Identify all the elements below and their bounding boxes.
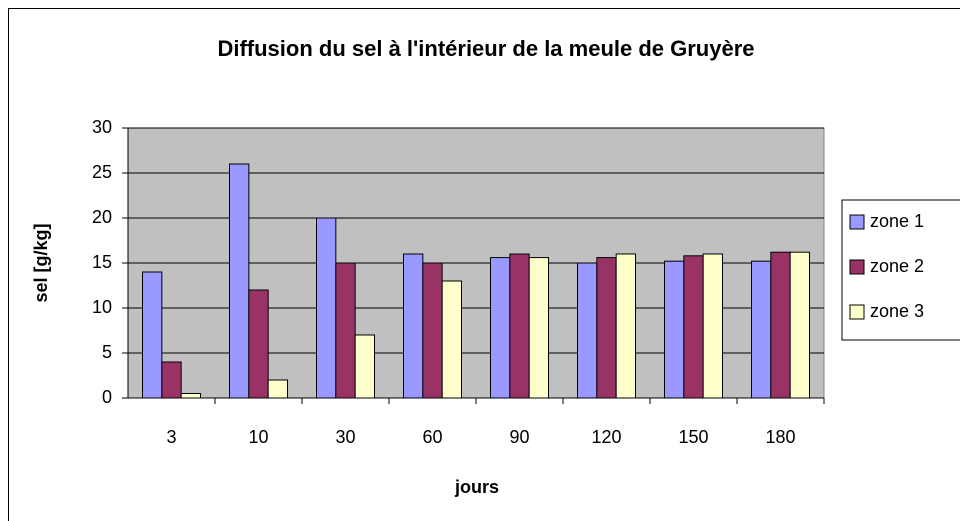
legend-label: zone 2 [870,256,924,276]
x-tick-label: 30 [335,427,355,447]
bar [180,393,202,399]
x-tick-label: 3 [166,427,176,447]
bar [422,262,443,399]
x-tick-label: 180 [765,427,795,447]
x-tick-label: 120 [591,427,621,447]
y-axis-label: sel [g/kg] [31,223,51,302]
x-tick-label: 90 [509,427,529,447]
bar [161,361,182,399]
bar [770,251,791,399]
bar [316,217,337,399]
bar [490,257,511,399]
y-tick-label: 15 [92,252,112,272]
bar [403,253,424,399]
legend-label: zone 1 [870,211,924,231]
x-tick-label: 10 [248,427,268,447]
bar [683,255,704,399]
bar [248,289,269,399]
bar [267,379,288,399]
bar [509,253,530,399]
bar [441,280,462,399]
bar [577,262,598,399]
legend-swatch [849,214,865,230]
y-tick-label: 30 [92,117,112,137]
bar [528,257,550,399]
bar [354,334,375,399]
bar [229,163,250,399]
bar [142,271,163,399]
bar [789,251,811,399]
y-tick-label: 5 [102,342,112,362]
bar [664,260,685,399]
legend-swatch [849,259,865,275]
legend-label: zone 3 [870,301,924,321]
y-tick-label: 10 [92,297,112,317]
y-tick-label: 0 [102,387,112,407]
x-tick-label: 60 [422,427,442,447]
bar [615,253,637,399]
bar [335,262,356,399]
chart-title: Diffusion du sel à l'intérieur de la meu… [217,36,754,61]
bar [751,260,772,399]
bar [702,253,724,399]
y-tick-label: 25 [92,162,112,182]
x-tick-label: 150 [678,427,708,447]
y-tick-label: 20 [92,207,112,227]
bar [596,257,617,399]
x-axis-label: jours [454,477,499,497]
legend-swatch [849,304,865,320]
